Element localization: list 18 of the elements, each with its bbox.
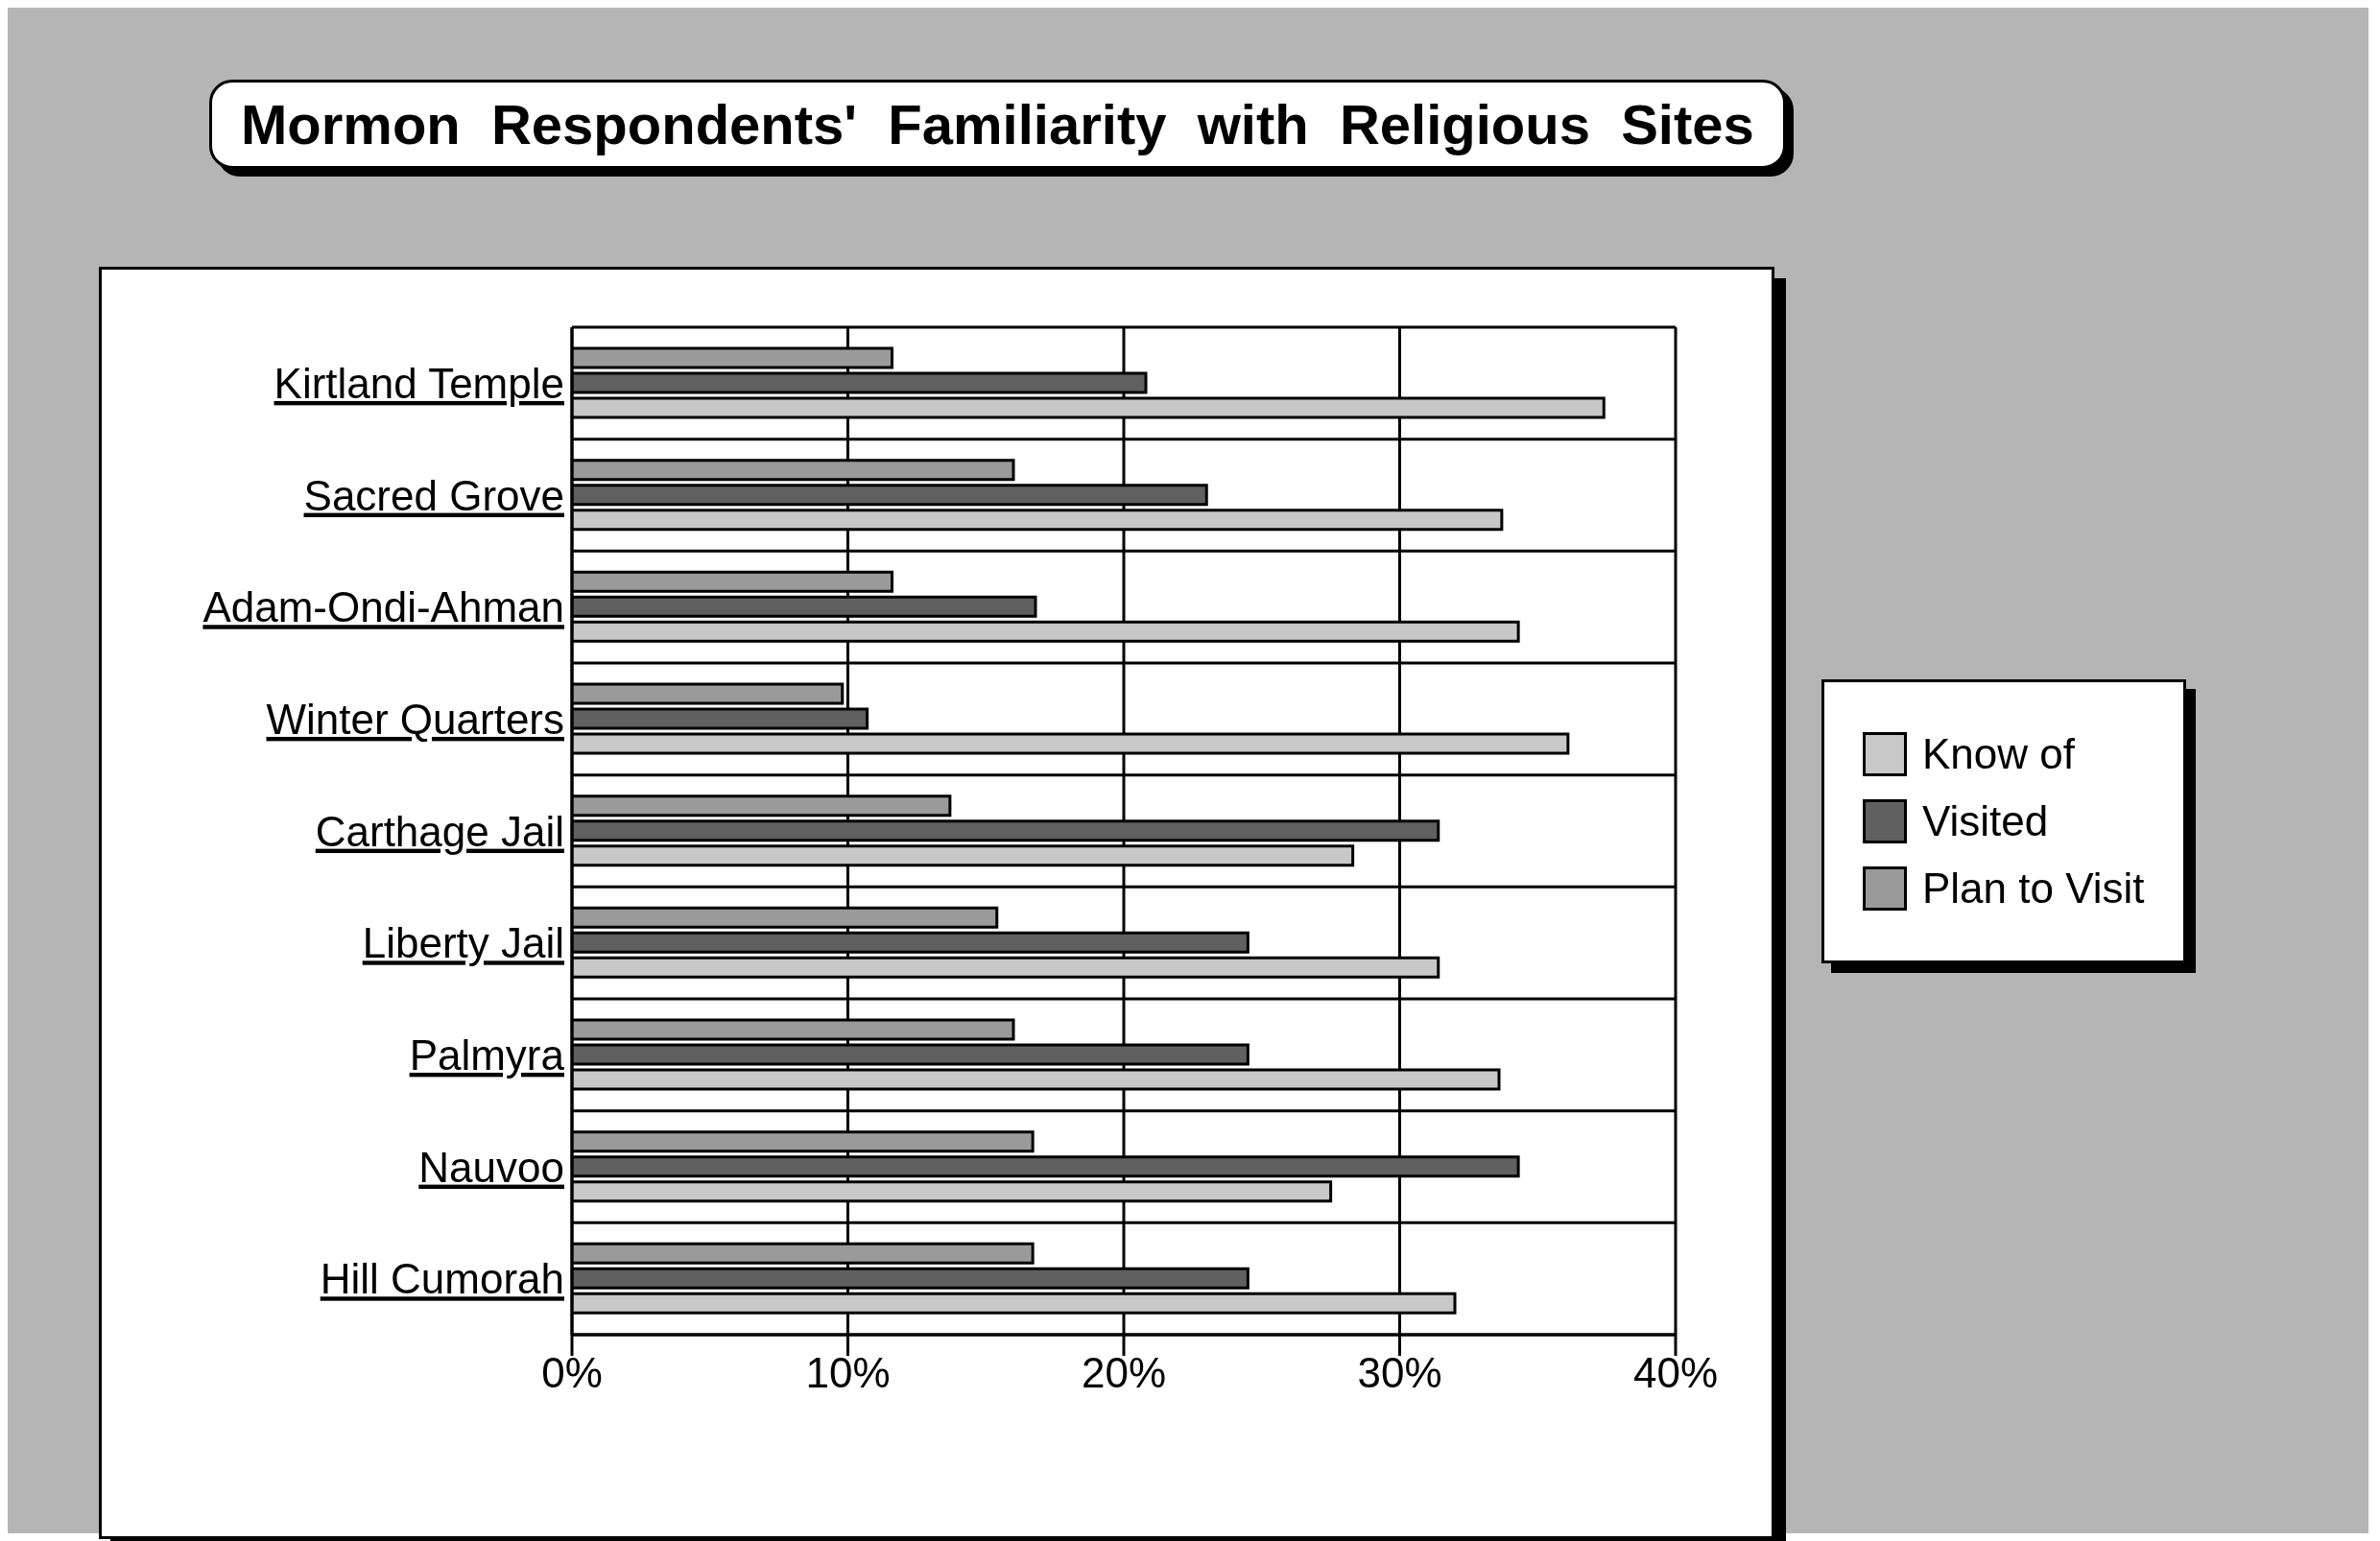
x-tick-label: 10% (805, 1349, 891, 1397)
legend-label: Visited (1922, 797, 2049, 845)
y-tick-label: Carthage Jail (315, 807, 564, 855)
x-tick-label: 30% (1357, 1349, 1442, 1397)
x-tick-label: 0% (541, 1349, 603, 1397)
x-tick-label: 20% (1081, 1349, 1167, 1397)
y-tick-label: Winter Quarters (266, 695, 564, 743)
chart-title: Mormon Respondents' Familiarity with Religious Sites (209, 80, 1786, 169)
y-tick-label: Kirtland Temple (274, 359, 564, 407)
y-tick-label: Sacred Grove (303, 471, 564, 519)
y-tick-label: Nauvoo (418, 1143, 564, 1191)
legend-label: Know of (1922, 730, 2075, 778)
y-tick-label: Hill Cumorah (320, 1255, 564, 1303)
y-tick-label: Palmyra (409, 1031, 565, 1079)
x-tick-label: 40% (1632, 1349, 1719, 1397)
legend-label: Plan to Visit (1922, 865, 2145, 913)
y-tick-label: Liberty Jail (362, 919, 564, 967)
y-tick-label: Adam-Ondi-Ahman (202, 583, 564, 631)
